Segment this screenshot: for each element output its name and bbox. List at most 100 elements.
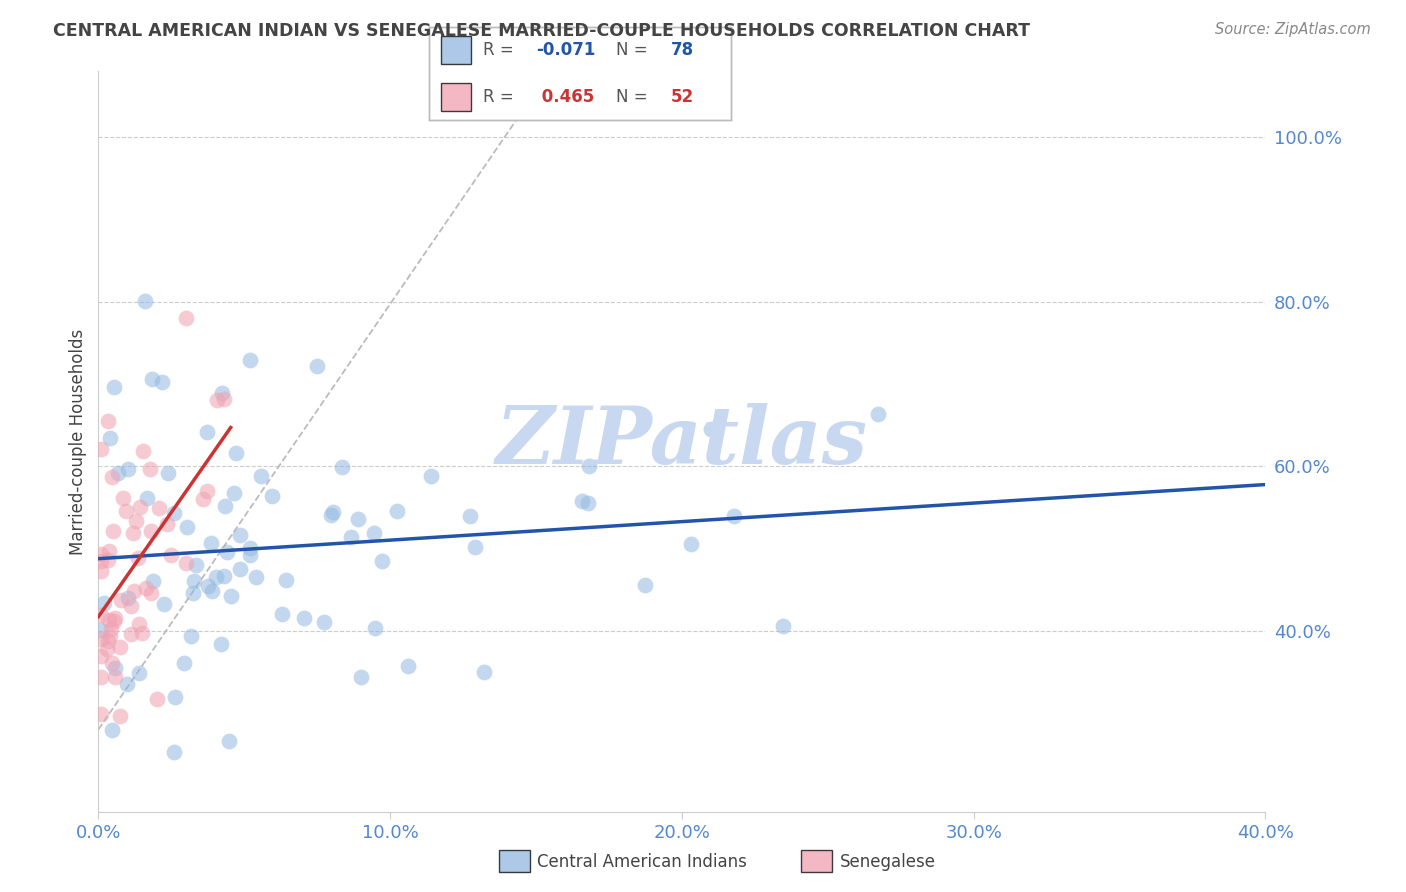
Point [156, 466, 179, 480]
Point [163, 745, 186, 759]
Point [127, 550, 149, 565]
Text: 0.465: 0.465 [536, 88, 595, 106]
Point [165, 690, 187, 705]
Point [103, 380, 125, 394]
Text: N =: N = [616, 88, 654, 106]
Point [347, 512, 370, 526]
Point [90, 442, 112, 456]
Point [128, 616, 150, 631]
Point [90, 632, 112, 646]
Point [212, 569, 235, 583]
Point [191, 491, 214, 506]
Point [132, 443, 155, 458]
Point [115, 504, 138, 518]
FancyBboxPatch shape [441, 83, 471, 111]
Point [131, 626, 153, 640]
Text: 52: 52 [671, 88, 693, 106]
Point [866, 408, 889, 422]
Point [183, 574, 205, 588]
Point [117, 462, 139, 476]
Point [225, 446, 247, 460]
Point [229, 562, 252, 576]
Point [472, 665, 495, 679]
Text: 78: 78 [671, 41, 693, 59]
Point [578, 459, 600, 474]
Point [98, 431, 121, 445]
Point [129, 500, 152, 514]
Point [117, 591, 139, 605]
Point [772, 618, 794, 632]
Point [160, 549, 183, 563]
Point [197, 484, 219, 499]
Point [96, 641, 118, 656]
Point [163, 506, 186, 520]
Point [107, 466, 129, 480]
Point [104, 661, 127, 675]
Point [576, 496, 599, 510]
Point [330, 460, 353, 475]
Point [112, 491, 135, 506]
Point [97, 414, 120, 428]
Point [249, 468, 271, 483]
Point [97, 543, 120, 558]
Text: Central American Indians: Central American Indians [537, 853, 747, 871]
Point [723, 508, 745, 523]
Point [93, 596, 115, 610]
Text: N =: N = [616, 41, 654, 59]
Point [90, 624, 112, 638]
Point [141, 372, 163, 386]
Point [90, 669, 112, 683]
Point [120, 627, 142, 641]
Text: R =: R = [484, 41, 519, 59]
Point [238, 353, 260, 368]
Point [90, 649, 112, 664]
Text: Senegalese: Senegalese [839, 853, 935, 871]
Text: -0.071: -0.071 [536, 41, 596, 59]
Point [101, 470, 124, 484]
Point [139, 462, 162, 476]
Point [101, 723, 124, 738]
Point [90, 548, 112, 562]
Point [120, 599, 142, 613]
Text: Source: ZipAtlas.com: Source: ZipAtlas.com [1215, 22, 1371, 37]
Point [108, 640, 131, 654]
Point [218, 734, 240, 748]
Point [371, 553, 394, 567]
Point [197, 579, 219, 593]
FancyBboxPatch shape [441, 36, 471, 64]
Point [97, 633, 120, 648]
Point [97, 553, 120, 567]
Point [571, 493, 593, 508]
Text: ZIPatlas: ZIPatlas [496, 403, 868, 480]
Point [146, 691, 169, 706]
Point [173, 657, 195, 671]
Point [700, 421, 723, 435]
Point [90, 564, 112, 578]
Point [108, 709, 131, 723]
Point [339, 530, 361, 544]
Point [186, 558, 208, 572]
Point [211, 386, 233, 401]
Point [125, 514, 148, 528]
Point [205, 570, 228, 584]
Text: CENTRAL AMERICAN INDIAN VS SENEGALESE MARRIED-COUPLE HOUSEHOLDS CORRELATION CHAR: CENTRAL AMERICAN INDIAN VS SENEGALESE MA… [53, 22, 1031, 40]
Point [229, 527, 252, 541]
Point [98, 630, 121, 644]
Text: R =: R = [484, 88, 519, 106]
Point [364, 621, 387, 635]
Point [387, 504, 409, 518]
Point [239, 541, 262, 555]
Point [90, 706, 112, 721]
Point [292, 611, 315, 625]
Point [180, 629, 202, 643]
Point [274, 573, 297, 587]
Point [136, 491, 159, 505]
Point [122, 526, 145, 541]
Point [458, 509, 481, 524]
Point [135, 581, 157, 595]
Point [245, 570, 267, 584]
Point [195, 425, 218, 439]
Point [396, 658, 419, 673]
Point [103, 524, 125, 538]
Point [124, 583, 146, 598]
